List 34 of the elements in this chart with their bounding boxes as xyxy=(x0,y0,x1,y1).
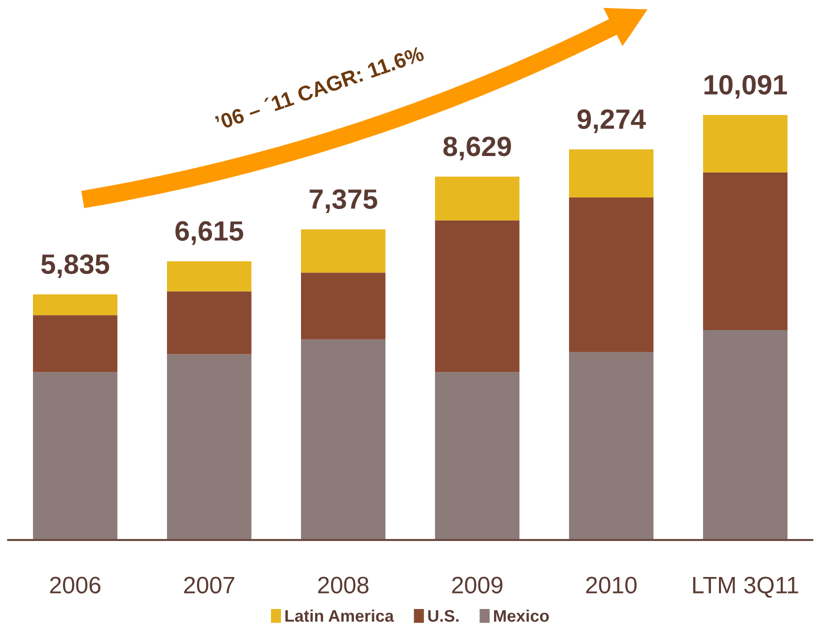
bar xyxy=(569,352,654,540)
bar xyxy=(703,115,788,172)
x-tick-label: 2006 xyxy=(50,576,100,594)
bar xyxy=(301,272,386,340)
legend-label: Mexico xyxy=(494,610,549,622)
bar xyxy=(301,339,386,540)
legend-label: U.S. xyxy=(428,610,458,622)
bar xyxy=(569,197,654,352)
bar xyxy=(435,220,520,372)
bar xyxy=(166,261,252,292)
annotation: 6,615 xyxy=(175,221,244,245)
bar xyxy=(32,294,118,316)
bar xyxy=(703,172,788,330)
bar xyxy=(435,176,520,220)
annotation: 5,835 xyxy=(41,254,110,278)
annotation: 7,375 xyxy=(310,189,378,213)
bar xyxy=(166,291,252,354)
annotation: ’06 – ´11 CAGR: 11.6% xyxy=(214,45,425,130)
annotation: 10,091 xyxy=(704,74,787,99)
x-tick-label: LTM 3Q11 xyxy=(693,576,798,598)
bar xyxy=(703,330,788,540)
annotation: 8,629 xyxy=(443,136,511,160)
bar xyxy=(32,372,118,540)
x-tick-label: 2007 xyxy=(184,576,234,594)
bar xyxy=(32,315,118,372)
bar xyxy=(166,354,252,540)
legend-label: Latin America xyxy=(285,610,394,622)
annotation: 9,274 xyxy=(577,109,646,134)
x-tick-label: 2010 xyxy=(586,576,637,594)
x-tick-label: 2008 xyxy=(318,576,368,594)
bar xyxy=(301,229,386,273)
x-tick-label: 2009 xyxy=(452,576,502,594)
bar xyxy=(435,372,520,540)
bar xyxy=(569,149,654,198)
